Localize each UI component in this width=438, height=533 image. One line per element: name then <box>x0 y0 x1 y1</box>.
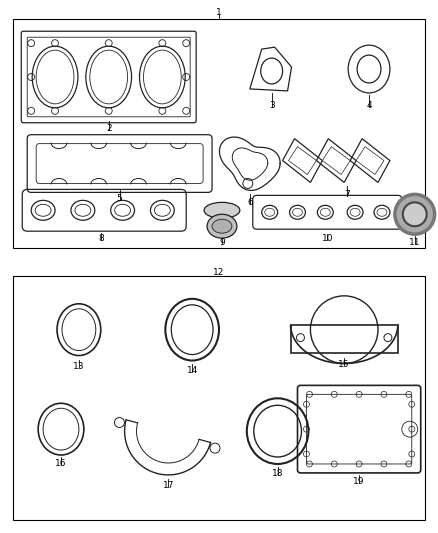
Text: 3: 3 <box>269 101 275 110</box>
Circle shape <box>395 195 434 234</box>
Text: 14: 14 <box>187 367 198 375</box>
Text: 9: 9 <box>219 238 225 247</box>
Text: 16: 16 <box>55 459 67 468</box>
Text: 10: 10 <box>321 234 333 243</box>
Ellipse shape <box>207 214 237 238</box>
Text: 7: 7 <box>344 190 350 199</box>
Text: 18: 18 <box>272 469 283 478</box>
Text: 13: 13 <box>73 361 85 370</box>
Bar <box>290 325 398 352</box>
Text: 15: 15 <box>339 360 350 368</box>
Text: 6: 6 <box>247 198 253 207</box>
Ellipse shape <box>204 203 240 218</box>
Text: 2: 2 <box>106 124 112 133</box>
Bar <box>13 276 425 520</box>
Text: 8: 8 <box>98 234 104 243</box>
Text: 19: 19 <box>353 477 365 486</box>
Circle shape <box>403 203 427 226</box>
Text: 4: 4 <box>366 101 372 110</box>
Ellipse shape <box>212 219 232 233</box>
Bar <box>13 19 425 248</box>
Text: 1: 1 <box>216 9 222 18</box>
Text: 12: 12 <box>213 268 225 277</box>
Text: 5: 5 <box>117 195 123 204</box>
Text: 11: 11 <box>409 238 420 247</box>
Text: 17: 17 <box>162 481 174 490</box>
